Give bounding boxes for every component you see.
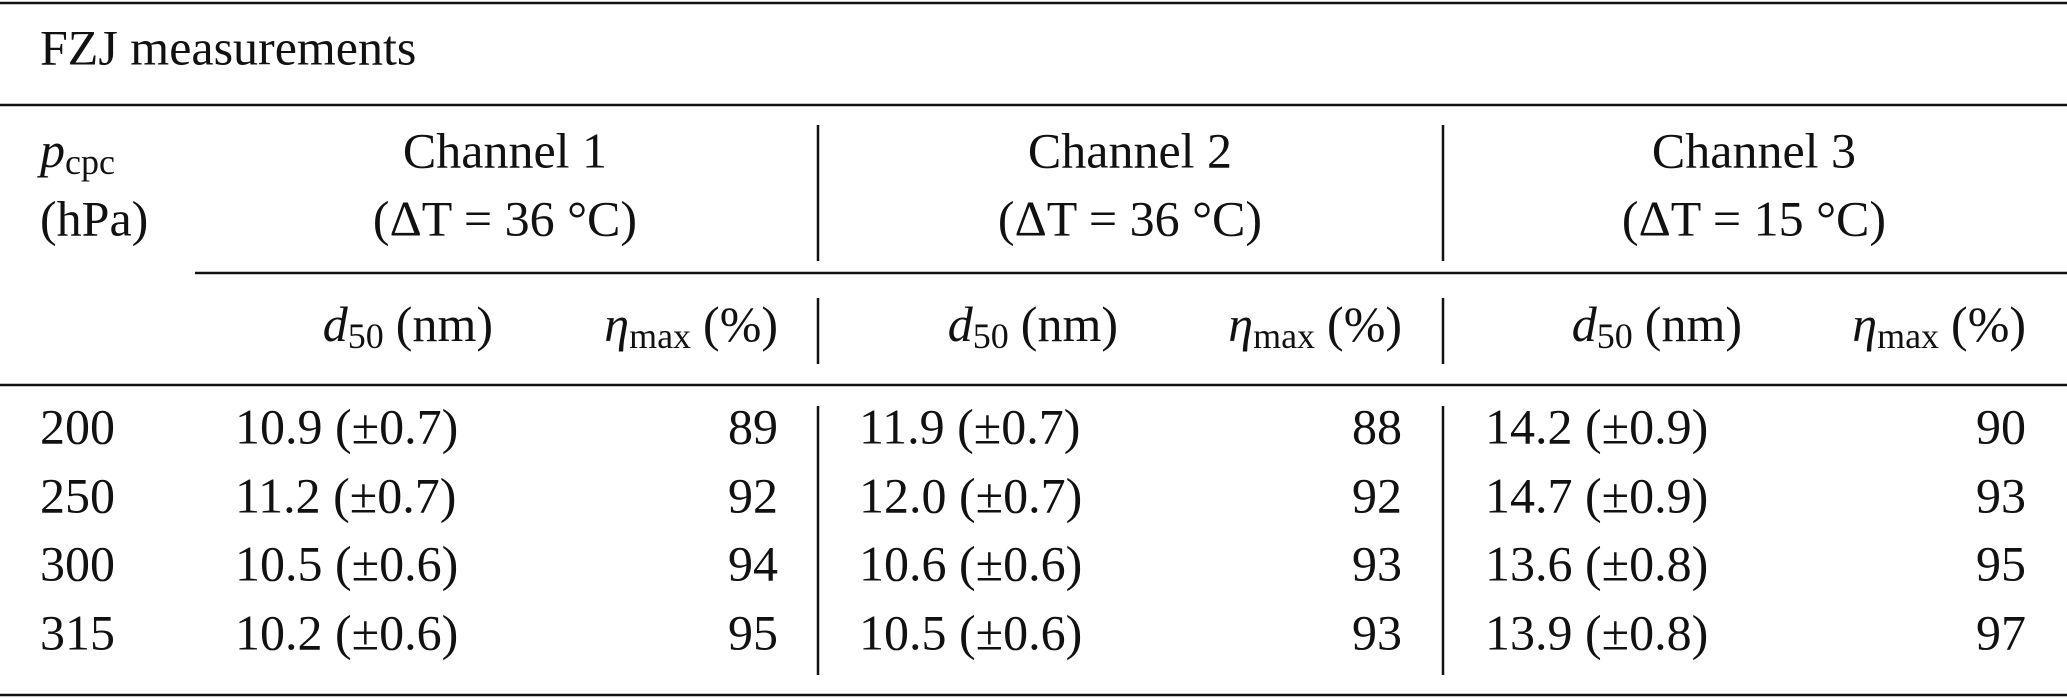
subscript: max	[1877, 316, 1939, 356]
pressure-cell: 315	[40, 604, 115, 660]
subscript: max	[629, 316, 691, 356]
subscript: 50	[1597, 316, 1633, 356]
subscript: max	[1253, 316, 1315, 356]
unit: (nm)	[1645, 296, 1742, 352]
eta-max-header: ηmax (%)	[604, 296, 778, 356]
d50-cell: 13.6 (±0.8)	[1485, 535, 1708, 591]
d50-cell: 10.9 (±0.7)	[235, 398, 458, 454]
d50-cell: 14.2 (±0.9)	[1485, 398, 1708, 454]
d50-cell: 10.5 (±0.6)	[235, 535, 458, 591]
row-header: pcpc	[37, 122, 115, 182]
d50-cell: 14.7 (±0.9)	[1485, 467, 1708, 523]
channel-name: Channel 2	[1028, 122, 1232, 178]
unit: (%)	[1327, 296, 1402, 352]
eta-max-cell: 93	[1352, 604, 1402, 660]
symbol: η	[604, 296, 629, 352]
symbol: d	[1572, 296, 1598, 352]
subscript: 50	[973, 316, 1009, 356]
eta-max-header: ηmax (%)	[1852, 296, 2026, 356]
eta-max-cell: 89	[728, 398, 778, 454]
subscript: cpc	[65, 142, 115, 182]
eta-max-cell: 95	[728, 604, 778, 660]
symbol: d	[948, 296, 974, 352]
pressure-cell: 250	[40, 467, 115, 523]
eta-max-cell: 92	[728, 467, 778, 523]
symbol: d	[323, 296, 349, 352]
eta-max-cell: 93	[1976, 467, 2026, 523]
d50-cell: 13.9 (±0.8)	[1485, 604, 1708, 660]
pressure-cell: 200	[40, 398, 115, 454]
eta-max-cell: 95	[1976, 535, 2026, 591]
eta-max-cell: 88	[1352, 398, 1402, 454]
channel-condition: (ΔT = 36 °C)	[373, 190, 637, 246]
eta-max-cell: 90	[1976, 398, 2026, 454]
eta-max-header: ηmax (%)	[1228, 296, 1402, 356]
d50-cell: 11.9 (±0.7)	[859, 398, 1080, 454]
channel-name: Channel 3	[1652, 122, 1856, 178]
unit: (nm)	[1021, 296, 1118, 352]
unit: (%)	[1951, 296, 2026, 352]
d50-cell: 11.2 (±0.7)	[235, 467, 456, 523]
d50-header: d50 (nm)	[323, 296, 493, 356]
d50-cell: 10.6 (±0.6)	[859, 535, 1082, 591]
channel-name: Channel 1	[403, 122, 607, 178]
symbol: p	[37, 122, 65, 178]
table-title: FZJ measurements	[40, 19, 416, 75]
eta-max-cell: 93	[1352, 535, 1402, 591]
d50-cell: 10.5 (±0.6)	[859, 604, 1082, 660]
row-header-unit: (hPa)	[40, 190, 148, 246]
d50-cell: 10.2 (±0.6)	[235, 604, 458, 660]
eta-max-cell: 94	[728, 535, 778, 591]
pressure-cell: 300	[40, 535, 115, 591]
unit: (nm)	[396, 296, 493, 352]
d50-cell: 12.0 (±0.7)	[859, 467, 1082, 523]
unit: (%)	[703, 296, 778, 352]
symbol: η	[1852, 296, 1877, 352]
d50-header: d50 (nm)	[1572, 296, 1742, 356]
channel-condition: (ΔT = 15 °C)	[1622, 190, 1886, 246]
channel-condition: (ΔT = 36 °C)	[998, 190, 1262, 246]
eta-max-cell: 92	[1352, 467, 1402, 523]
symbol: η	[1228, 296, 1253, 352]
subscript: 50	[348, 316, 384, 356]
eta-max-cell: 97	[1976, 604, 2026, 660]
d50-header: d50 (nm)	[948, 296, 1118, 356]
